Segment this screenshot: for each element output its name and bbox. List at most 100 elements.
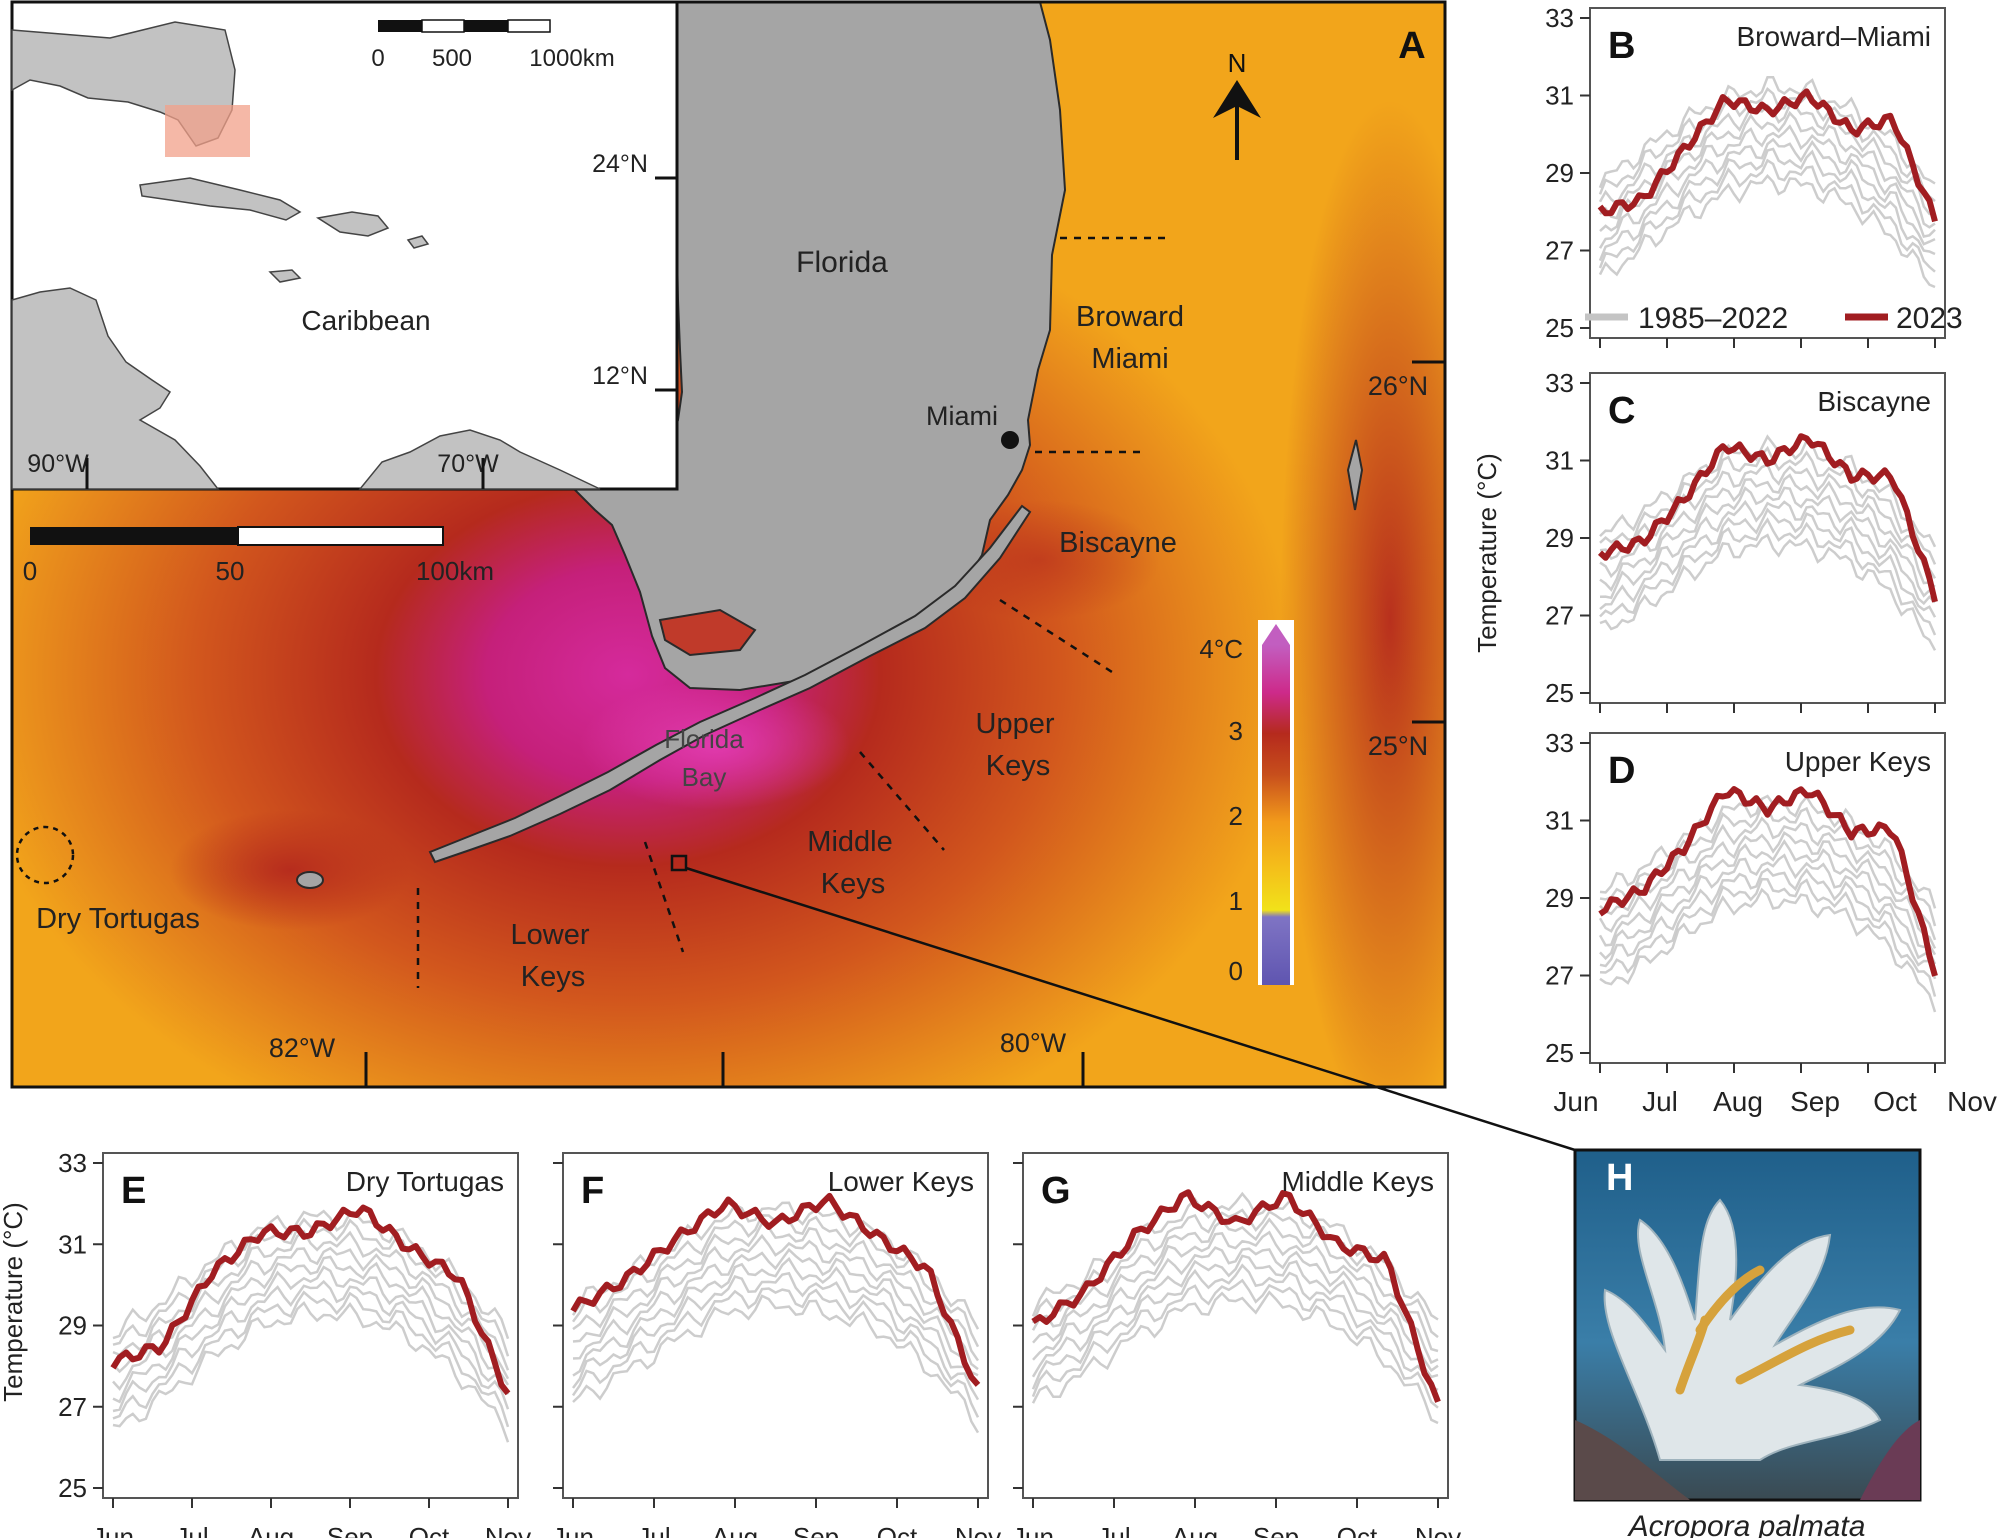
north-arrow: N	[1213, 48, 1261, 160]
y-tick-label: 25	[1545, 313, 1574, 343]
x-tick-label: Jul	[637, 1522, 670, 1538]
colorbar-tick: 2	[1229, 801, 1243, 831]
inset-map: 0 500 1000km Caribbean 24°N 12°N 90°W 70…	[10, 0, 679, 491]
series-line-historical	[112, 1290, 510, 1428]
x-tick-label: Nov	[1947, 1086, 1997, 1117]
florida-bay-label-line2: Bay	[682, 762, 727, 792]
temp-panel-c: 25 27 29 31 33 C Biscayne	[1545, 368, 1946, 713]
x-tick-label: Jul	[1097, 1522, 1130, 1538]
series-line-historical	[1031, 1191, 1439, 1321]
miami-marker	[1001, 431, 1019, 449]
series-line-historical	[572, 1233, 979, 1371]
colorbar: 4°C 3 2 1 0	[1199, 620, 1294, 986]
x-tick-label: Oct	[877, 1522, 918, 1538]
colorbar-arrow	[1262, 624, 1290, 645]
series-line-2023	[1597, 88, 1938, 223]
florida-bay-label: Florida	[664, 724, 744, 754]
series-line-historical	[1599, 816, 1937, 941]
y-tick-label: 25	[58, 1473, 87, 1503]
heat-floridabay	[580, 680, 850, 810]
x-tick-label: Oct	[1873, 1086, 1917, 1117]
series-line-historical	[1599, 794, 1937, 909]
y-tick-label: 29	[1545, 158, 1574, 188]
series-line-historical	[1031, 1290, 1439, 1425]
temp-panel-b: 25 27 29 31 33 B Broward–Miami	[1545, 3, 1946, 348]
y-tick-label: 33	[1545, 3, 1574, 33]
panel-frame	[1589, 7, 1946, 339]
x-tick-label: Jun	[552, 1522, 594, 1538]
photo-caption: Acropora palmata	[1627, 1510, 1866, 1538]
panel-letter: D	[1608, 750, 1635, 792]
y-tick-label: 29	[1545, 523, 1574, 553]
y-tick-label: 25	[1545, 1038, 1574, 1068]
series-line-historical	[572, 1294, 980, 1434]
y-tick-label: 33	[1545, 368, 1574, 398]
region-boundaries	[416, 236, 1168, 988]
panel-title: Upper Keys	[1785, 746, 1931, 777]
series-line-historical	[112, 1255, 510, 1391]
map-scale-tick: 0	[23, 556, 37, 586]
series-line-historical	[1032, 1246, 1439, 1373]
x-tick-label: Nov	[485, 1522, 531, 1538]
panel-title: Lower Keys	[828, 1166, 974, 1197]
legend-label-current: 2023	[1896, 302, 1963, 335]
x-tick-label: Jul	[1642, 1086, 1678, 1117]
series-line-historical	[1599, 867, 1937, 980]
series-line-historical	[1032, 1230, 1439, 1365]
temp-panel-g: Jun Jul Aug Sep Oct Nov G Middle Keys	[1012, 1152, 1461, 1538]
x-tick-label: Aug	[248, 1522, 294, 1538]
x-tick-label: Jun	[1012, 1522, 1054, 1538]
florida-keys	[428, 504, 1032, 864]
x-tick-label: Sep	[327, 1522, 373, 1538]
coral-site-box	[670, 854, 688, 872]
y-axis-label-right: Temperature (°C)	[1472, 453, 1502, 653]
series-line-historical	[1599, 124, 1936, 238]
series-line-2023	[570, 1192, 981, 1387]
y-tick-label: 27	[1545, 961, 1574, 991]
temp-panel-f: Jun Jul Aug Sep Oct Nov F Lower Keys	[552, 1152, 1001, 1538]
lake-region	[658, 608, 757, 657]
x-tick-label: Aug	[1713, 1086, 1763, 1117]
miami-label: Miami	[926, 401, 998, 431]
panel-letter: E	[121, 1170, 146, 1212]
series-line-historical	[1031, 1278, 1439, 1409]
series-line-historical	[1598, 86, 1936, 203]
panel-letter: B	[1608, 25, 1635, 67]
series-line-historical	[112, 1279, 510, 1413]
series-line-2023	[1597, 433, 1938, 603]
inset-lon-label: 90°W	[27, 450, 89, 478]
legend: 1985–2022 2023	[1585, 302, 1963, 335]
series-line-historical	[1598, 147, 1936, 262]
series-line-2023	[110, 1204, 511, 1396]
x-tick-label: Nov	[955, 1522, 1001, 1538]
coral-photo: H Acropora palmata	[1573, 1148, 1922, 1538]
colorbar-tick: 3	[1229, 716, 1243, 746]
lon-label: 80°W	[1000, 1028, 1067, 1058]
y-tick-label: 31	[1545, 806, 1574, 836]
series-line-historical	[1598, 158, 1936, 273]
bahamas-islet	[1346, 439, 1364, 511]
series-line-historical	[1599, 533, 1937, 651]
x-tick-label: Jun	[1553, 1086, 1598, 1117]
broward-label: Broward	[1076, 301, 1184, 333]
x-tick-label: Sep	[1253, 1522, 1299, 1538]
panel-letter: G	[1041, 1170, 1071, 1212]
series-line-historical	[1599, 877, 1937, 997]
series-line-historical	[1598, 174, 1936, 289]
series-line-historical	[1599, 445, 1937, 565]
series-line-historical	[572, 1221, 980, 1362]
map-scale-bar: 0 50 100km	[23, 526, 494, 586]
panel-letter: F	[581, 1170, 604, 1212]
series-line-historical	[571, 1201, 980, 1330]
heat-gulfstream	[1280, 100, 1445, 1087]
y-tick-label: 29	[58, 1311, 87, 1341]
inset-scale-tick: 0	[371, 45, 384, 72]
tortugas-islet	[296, 871, 324, 889]
upper-keys-label: Upper	[976, 708, 1055, 740]
series-line-historical	[1031, 1217, 1439, 1353]
coral-colony	[1575, 1198, 1920, 1500]
series-line-historical	[1599, 486, 1936, 598]
y-axis-label-bottom: Temperature (°C)	[0, 1202, 28, 1402]
